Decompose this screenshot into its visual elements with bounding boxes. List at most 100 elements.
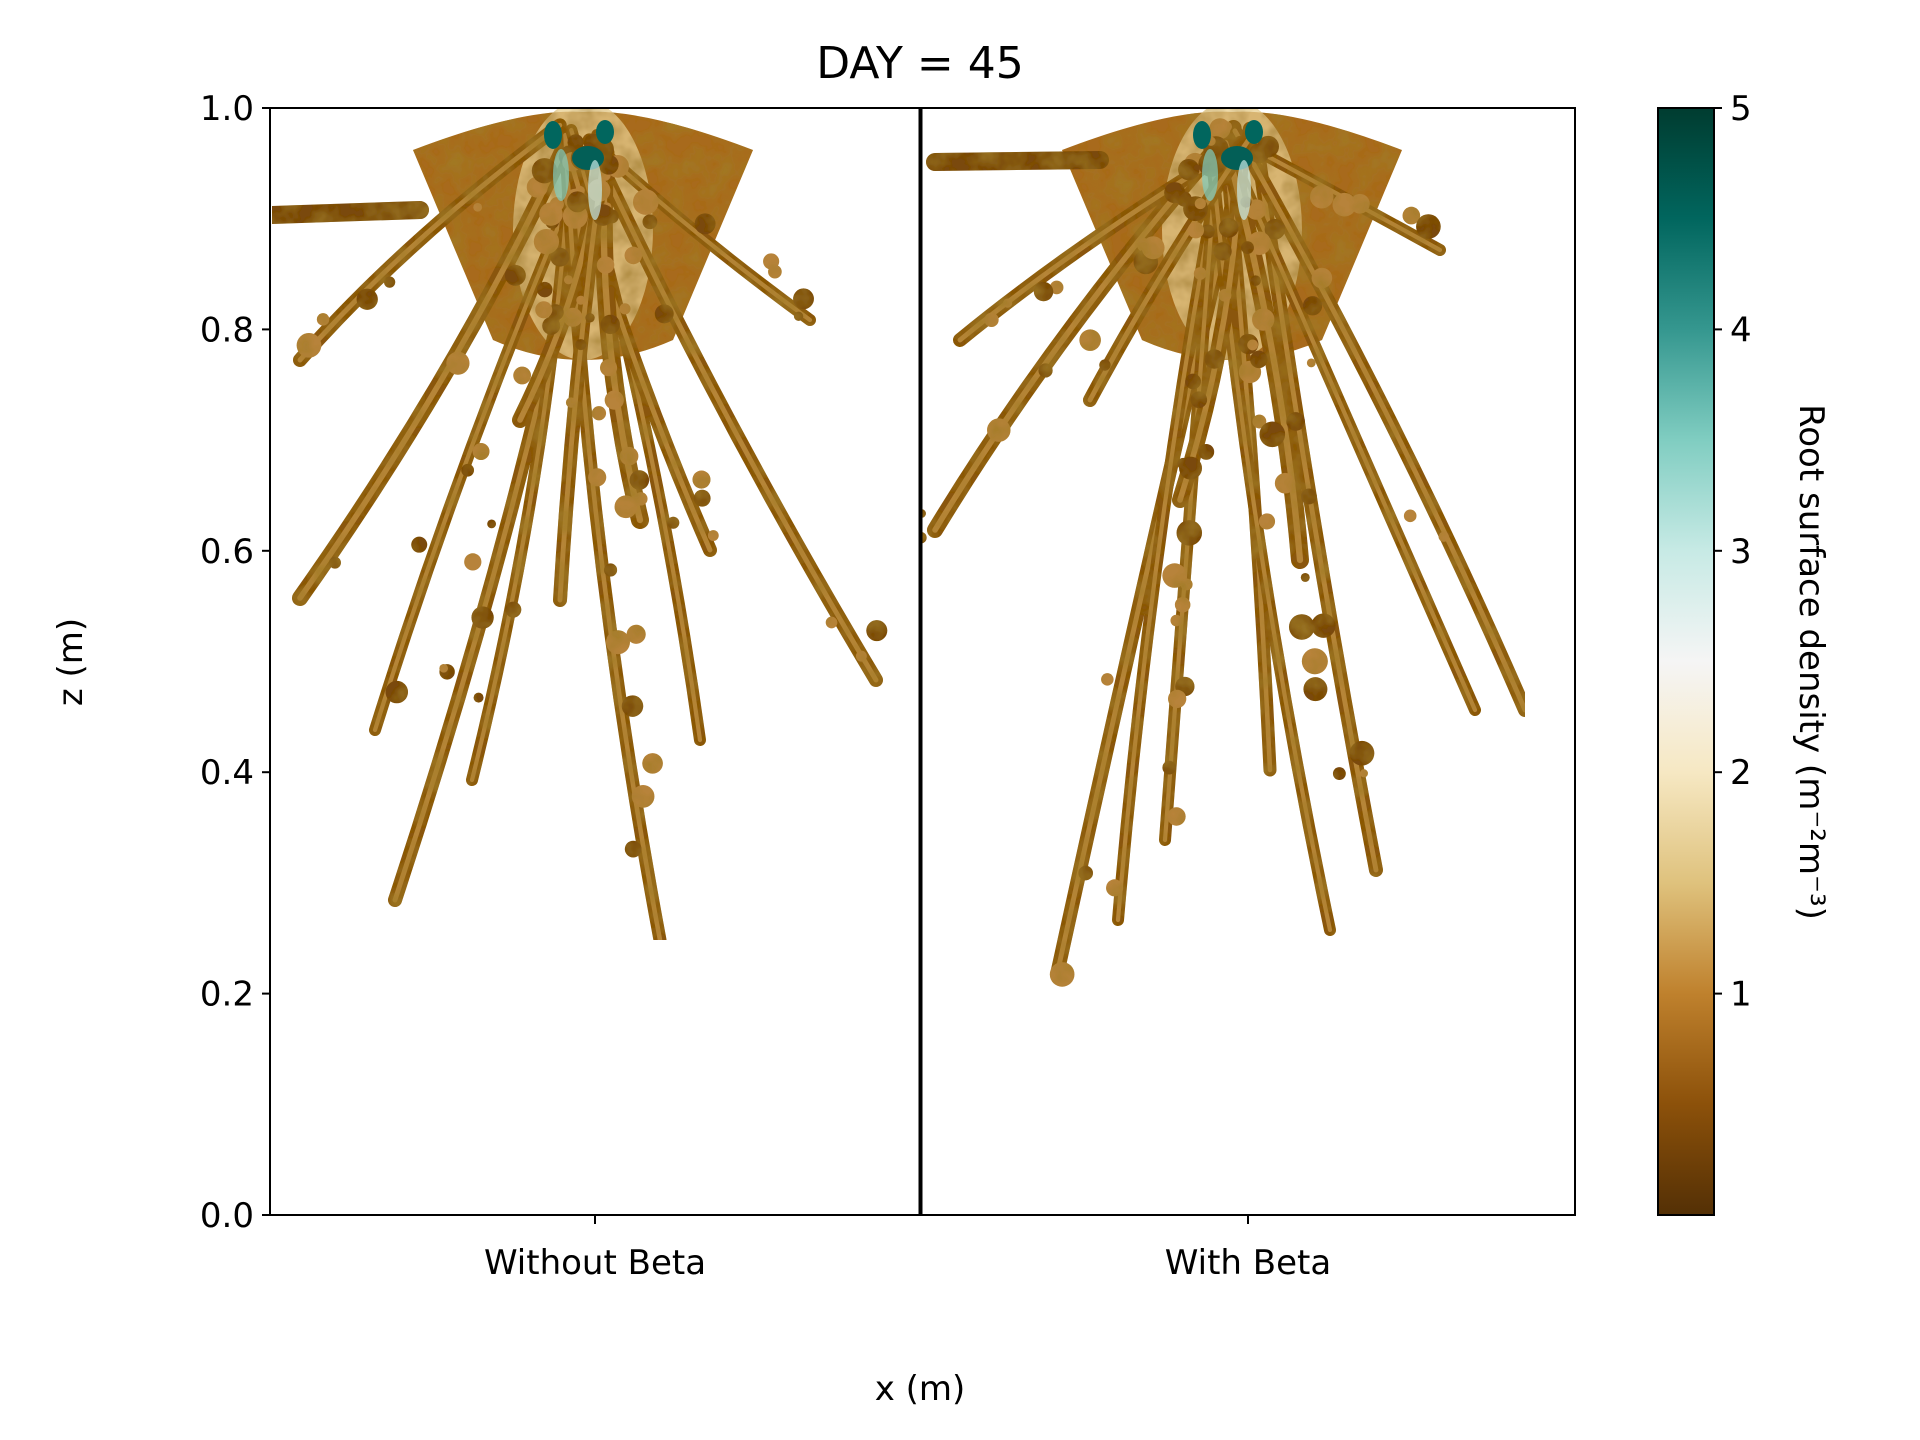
- root-blob: [1301, 648, 1328, 675]
- root-blob: [1099, 359, 1111, 371]
- root-branch-highlight: [297, 147, 566, 601]
- root-blob: [1311, 267, 1333, 289]
- root-blob: [1038, 363, 1053, 378]
- root-blob: [585, 313, 595, 323]
- root-blob: [1174, 597, 1191, 613]
- root-blob: [504, 264, 526, 286]
- root-blob: [1403, 509, 1417, 523]
- root-blob: [624, 840, 642, 858]
- root-blob: [619, 446, 639, 466]
- root-branch-highlight: [1232, 128, 1528, 713]
- root-blob: [1176, 520, 1203, 546]
- root-blob: [692, 470, 711, 489]
- root-blob: [487, 519, 497, 529]
- root-blob: [1416, 214, 1441, 239]
- root-blob: [793, 311, 804, 321]
- root-blob: [356, 288, 378, 310]
- root-blob: [1193, 267, 1207, 280]
- panel-without-beta: [270, 108, 888, 947]
- colorbar-tick-label: 5: [1730, 89, 1752, 129]
- root-blob: [1200, 224, 1215, 239]
- root-blob: [328, 556, 341, 569]
- x-axis: Without Beta With Beta: [484, 1215, 1331, 1283]
- root-blob: [1257, 135, 1279, 158]
- root-blob: [565, 397, 577, 408]
- root-blob: [642, 753, 663, 774]
- y-tick-label: 0.2: [200, 975, 254, 1015]
- root-blob: [624, 246, 643, 265]
- root-blob: [1438, 531, 1449, 542]
- root-branch-highlight: [297, 122, 563, 363]
- root-blob: [1198, 443, 1215, 460]
- root-blob: [464, 553, 482, 571]
- density-peak: [1245, 120, 1263, 144]
- root-blob: [693, 489, 711, 507]
- root-blob: [621, 695, 644, 717]
- y-tick-label: 1.0: [200, 89, 254, 129]
- root-blob: [1247, 339, 1259, 351]
- root-blob: [605, 630, 630, 655]
- x-tick-label: With Beta: [1165, 1243, 1331, 1283]
- root-blob: [576, 295, 586, 305]
- root-branch-highlight: [587, 137, 879, 683]
- root-blob: [536, 281, 553, 298]
- root-branch-highlight: [469, 146, 574, 783]
- root-blob: [471, 606, 494, 629]
- root-blob: [1359, 769, 1368, 778]
- root-blob: [1241, 241, 1254, 254]
- root-blob: [473, 202, 483, 212]
- root-blob: [1101, 673, 1114, 686]
- root-blob: [1311, 613, 1336, 638]
- y-tick-label: 0.6: [200, 532, 254, 572]
- root-blob: [866, 620, 888, 642]
- root-blob: [535, 301, 553, 319]
- x-axis-label: x (m): [875, 1369, 966, 1409]
- root-blob: [1204, 349, 1225, 369]
- root-blob: [1194, 197, 1206, 210]
- root-blob: [550, 247, 570, 267]
- root-blob: [629, 470, 650, 490]
- root-blob: [694, 213, 716, 235]
- root-blob: [604, 390, 624, 410]
- root-blob: [1250, 350, 1268, 369]
- root-branch-highlight: [1115, 151, 1225, 923]
- density-halo: [553, 149, 569, 201]
- root-blob: [1180, 578, 1193, 591]
- colorbar-tick-label: 3: [1730, 532, 1752, 572]
- root-blob: [603, 563, 618, 577]
- root-blob: [984, 312, 999, 328]
- root-blob: [600, 314, 620, 335]
- root-blob: [1141, 236, 1165, 260]
- root-blob: [1179, 456, 1202, 480]
- root-blob: [1252, 308, 1275, 331]
- panel-with-beta: [921, 108, 1532, 987]
- density-peak: [596, 120, 614, 144]
- root-blob: [1190, 391, 1208, 409]
- root-blob: [563, 275, 573, 285]
- root-blob: [1258, 513, 1276, 530]
- root-blob: [385, 680, 409, 704]
- root-blob: [626, 624, 646, 644]
- y-axis-label: z (m): [51, 618, 91, 706]
- root-blob: [1033, 281, 1054, 302]
- root-blob: [1252, 414, 1267, 429]
- root-blob: [472, 443, 490, 460]
- root-blob: [596, 256, 615, 274]
- root-blob: [1170, 614, 1182, 627]
- root-blob: [763, 253, 780, 270]
- root-blob: [1164, 182, 1186, 204]
- root-blob: [1213, 242, 1232, 261]
- root-blob: [1167, 807, 1186, 826]
- chart-title: DAY = 45: [816, 38, 1024, 89]
- density-halo: [1237, 160, 1251, 220]
- density-peak: [544, 121, 562, 149]
- root-blob: [1288, 614, 1315, 640]
- y-axis: 0.0 0.2 0.4 0.6 0.8 1.0: [200, 89, 270, 1236]
- root-blob: [1168, 689, 1187, 709]
- density-halo: [588, 160, 602, 220]
- root-blob: [513, 366, 532, 385]
- root-branch: [582, 133, 883, 687]
- root-blob: [1332, 767, 1346, 781]
- root-blob: [1049, 280, 1064, 295]
- root-blob: [1300, 572, 1310, 582]
